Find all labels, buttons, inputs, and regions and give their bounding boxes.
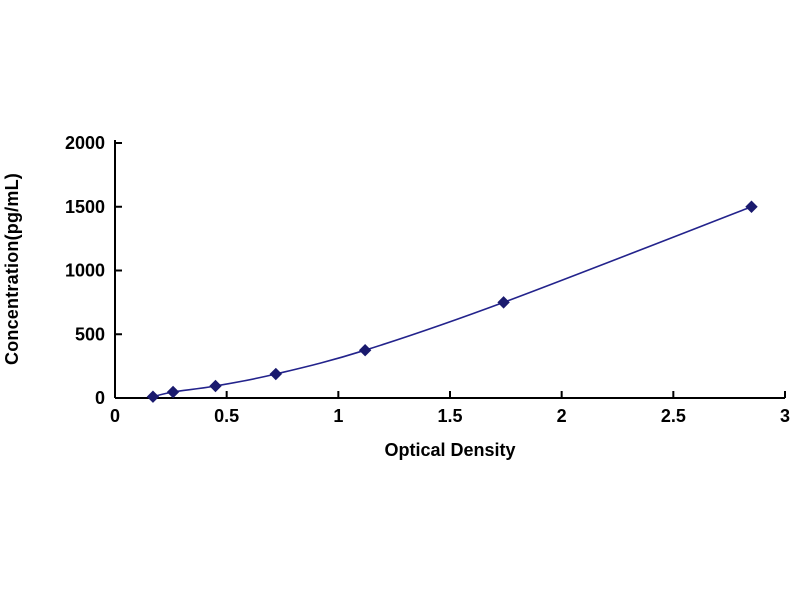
x-tick-label: 0.5 xyxy=(214,406,239,426)
x-tick-label: 0 xyxy=(110,406,120,426)
x-tick-label: 1 xyxy=(333,406,343,426)
y-tick-label: 500 xyxy=(75,324,105,344)
y-axis-title: Concentration(pg/mL) xyxy=(2,173,22,365)
y-tick-label: 0 xyxy=(95,388,105,408)
standard-curve-line xyxy=(152,206,752,398)
x-tick-label: 3 xyxy=(780,406,790,426)
data-point-marker xyxy=(358,343,372,357)
x-tick-label: 1.5 xyxy=(437,406,462,426)
data-point-marker xyxy=(146,390,160,403)
data-point-marker xyxy=(745,200,758,213)
data-point-marker xyxy=(209,379,222,393)
data-point-marker xyxy=(497,296,510,309)
y-tick-label: 1000 xyxy=(65,261,105,281)
x-tick-label: 2.5 xyxy=(661,406,686,426)
x-tick-label: 2 xyxy=(557,406,567,426)
y-tick-label: 2000 xyxy=(65,133,105,153)
x-axis-title: Optical Density xyxy=(384,440,516,460)
y-tick-label: 1500 xyxy=(65,197,105,217)
data-point-marker xyxy=(166,385,180,399)
data-point-marker xyxy=(269,367,283,381)
